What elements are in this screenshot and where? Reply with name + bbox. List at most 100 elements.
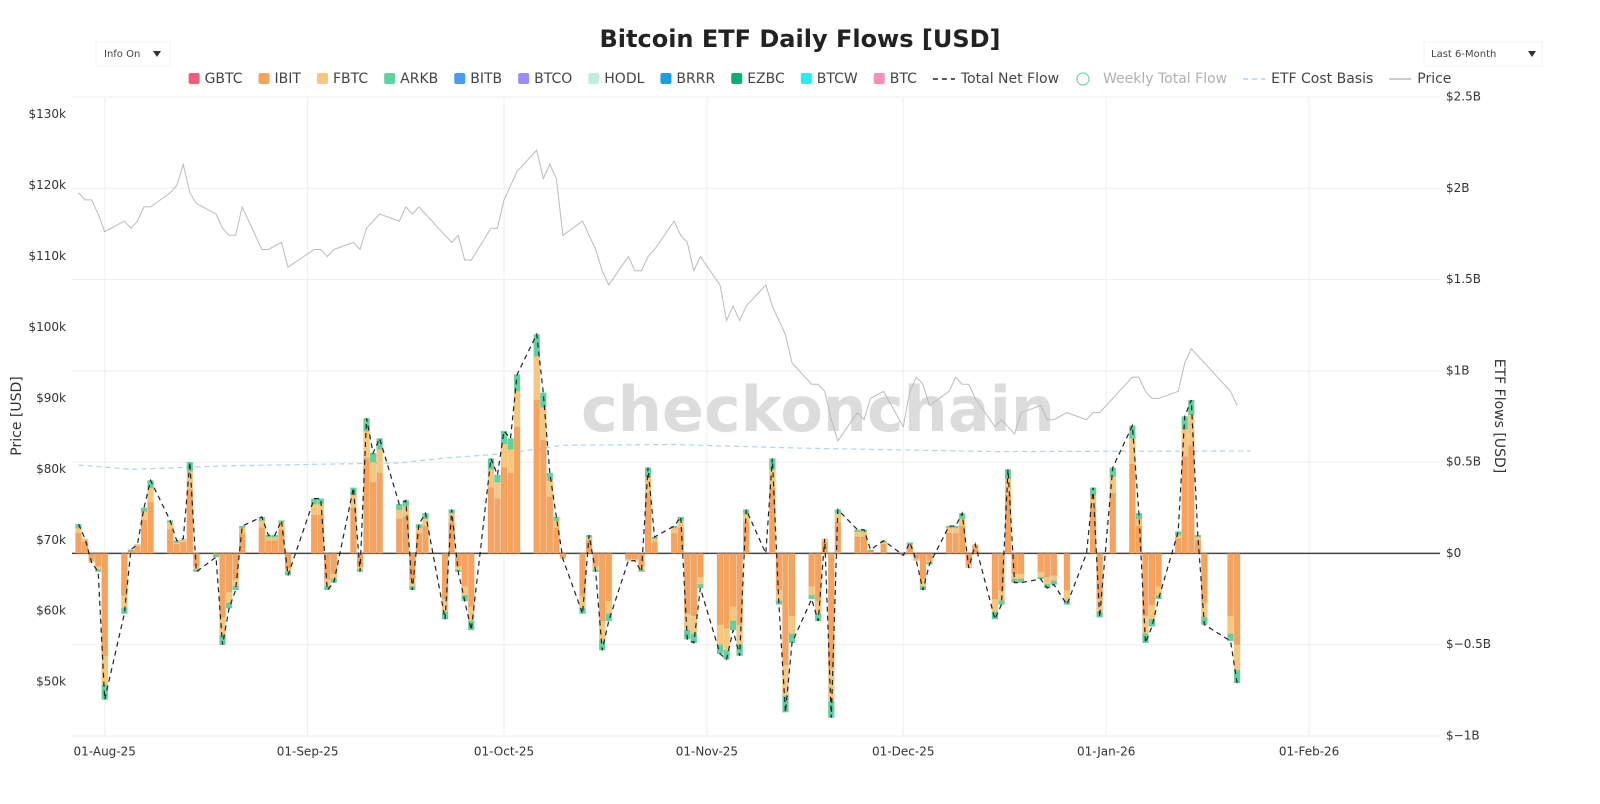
y2-tick-label: $2.5B <box>1446 90 1481 104</box>
bar-segment <box>782 553 789 666</box>
bar-segment <box>1044 553 1051 578</box>
bar-segment <box>788 553 796 616</box>
bar-segment <box>867 549 874 552</box>
legend-item[interactable]: EZBC <box>731 71 785 87</box>
legend-swatch <box>454 73 466 84</box>
bar-segment <box>140 507 148 512</box>
bar-segment <box>913 558 920 561</box>
range-dropdown-label[interactable]: Last 6-Month <box>1431 49 1496 60</box>
bar-segment <box>494 498 501 554</box>
bar-segment <box>723 628 730 651</box>
bar-segment <box>736 553 743 625</box>
legend-item[interactable]: IBIT <box>258 71 302 87</box>
y2-tick-label: $0.5B <box>1446 455 1481 469</box>
bar-segment <box>880 544 887 554</box>
bar-segment <box>1155 586 1162 596</box>
x-tick-label: 01-Feb-26 <box>1279 745 1339 759</box>
legend-label: Weekly Total Flow <box>1103 71 1227 87</box>
bar-segment <box>952 533 959 554</box>
bar-segment <box>1227 615 1234 635</box>
bar-segment <box>605 600 612 614</box>
legend-item[interactable]: BTC <box>873 71 917 87</box>
bar-segment <box>1050 553 1058 576</box>
bar-segment <box>1148 553 1156 605</box>
bar-segment <box>1181 456 1188 554</box>
bar-segment <box>487 487 495 554</box>
bar-segment <box>926 560 933 563</box>
legend-item[interactable]: FBTC <box>316 71 368 87</box>
bar-segment <box>788 615 796 635</box>
bar-segment <box>546 472 554 481</box>
bar-segment <box>500 430 508 445</box>
bar-segment <box>140 511 148 521</box>
bar-segment <box>219 553 226 618</box>
legend-item[interactable]: BTCO <box>518 71 572 87</box>
bar-segment <box>585 540 593 554</box>
y-tick-label: $110k <box>29 249 67 263</box>
legend-label: GBTC <box>205 71 243 87</box>
bar-segment <box>533 399 540 554</box>
info-dropdown-label[interactable]: Info On <box>104 49 140 60</box>
bar-segment <box>867 551 874 554</box>
bar-segment <box>271 536 279 541</box>
legend-item[interactable]: BTCW <box>800 71 858 87</box>
legend-item[interactable]: ETF Cost Basis <box>1243 71 1373 87</box>
bar-segment <box>507 449 514 474</box>
bar-segment <box>808 553 815 587</box>
legend-item[interactable]: HODL <box>588 71 645 87</box>
bar-segment <box>468 553 475 607</box>
bar-segment <box>697 584 704 589</box>
legend-item[interactable]: Price <box>1389 71 1451 87</box>
bar-segment <box>265 540 272 554</box>
bar-segment <box>952 527 959 534</box>
legend-swatch <box>188 73 200 84</box>
legend-swatch <box>588 73 600 84</box>
y2-tick-label: $0 <box>1446 546 1461 560</box>
legend-label: ARKB <box>400 71 438 87</box>
bar-segment <box>684 613 691 631</box>
legend-label: FBTC <box>333 71 368 87</box>
bar-segment <box>716 624 724 645</box>
bar-segment <box>926 553 933 561</box>
legend-swatch <box>518 73 530 84</box>
bar-segment <box>808 586 815 596</box>
bar-segment <box>991 598 999 613</box>
bar-segment <box>729 620 737 631</box>
bar-segment <box>559 553 567 558</box>
x-tick-label: 01-Jan-26 <box>1077 745 1135 759</box>
legend-item[interactable]: BRRR <box>660 71 715 87</box>
bar-segment <box>854 529 861 532</box>
legend-item[interactable]: Weekly Total Flow <box>1076 71 1227 87</box>
bar-segment <box>638 569 645 572</box>
dropdown-arrow[interactable] <box>1528 51 1536 57</box>
bar-segment <box>265 536 272 541</box>
bar-segment <box>1109 492 1116 554</box>
legend-label: BTCW <box>817 71 858 87</box>
bar-segment <box>88 553 95 561</box>
bar-segment <box>638 553 645 567</box>
range-dropdown[interactable] <box>1423 41 1543 67</box>
bar-segment <box>729 606 737 622</box>
bar-segment <box>376 472 383 554</box>
legend-item[interactable]: BITB <box>454 71 502 87</box>
y-tick-label: $50k <box>36 675 66 689</box>
bar-segment <box>461 553 468 587</box>
legend-item[interactable]: GBTC <box>188 71 243 87</box>
series-line <box>78 149 1238 443</box>
legend-item[interactable]: Total Net Flow <box>932 71 1059 87</box>
bar-segment <box>651 538 658 543</box>
bar-segment <box>598 553 606 622</box>
bar-segment <box>513 374 521 392</box>
bar-segment <box>1174 538 1182 554</box>
y2-tick-label: $2B <box>1446 181 1470 195</box>
dropdown-arrow[interactable] <box>153 51 161 57</box>
bar-segment <box>350 507 357 554</box>
bar-segment <box>186 471 194 490</box>
bar-segment <box>854 531 861 538</box>
bar-segment <box>186 489 194 554</box>
bar-segment <box>625 558 632 561</box>
legend-label: Total Net Flow <box>960 71 1059 87</box>
legend-item[interactable]: ARKB <box>384 71 438 87</box>
legend-swatch <box>258 73 270 84</box>
bar-segment <box>494 474 501 483</box>
